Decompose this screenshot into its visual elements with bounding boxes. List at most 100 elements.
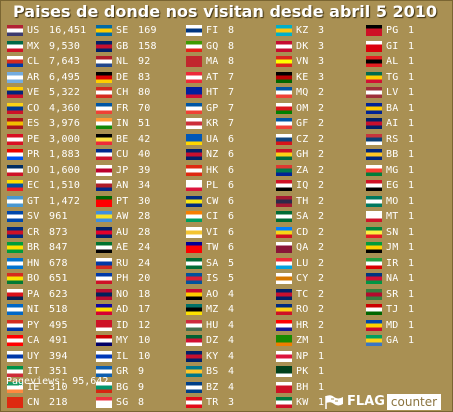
- visitor-count: 1: [408, 40, 415, 52]
- visitor-count: 42: [138, 133, 151, 145]
- visitor-count: 1: [408, 257, 415, 269]
- country-code: BH: [296, 381, 309, 393]
- flag-counter-logo[interactable]: FLAG counter: [323, 391, 442, 410]
- country-flag-icon: [276, 226, 292, 238]
- country-flag-icon: [7, 56, 23, 67]
- country-code: RO: [296, 304, 309, 315]
- country-code: ZM: [296, 335, 309, 346]
- country-code: BO: [27, 273, 40, 284]
- country-flag-icon: [96, 211, 112, 222]
- country-code: KW: [296, 397, 309, 408]
- country-code: GP: [206, 102, 219, 114]
- visitor-count: 1,600: [49, 164, 81, 176]
- country-code: CY: [296, 273, 309, 284]
- visitor-count: 8: [228, 25, 235, 36]
- visitor-count: 1: [408, 56, 415, 67]
- country-code: GA: [386, 335, 399, 346]
- visitor-count: 2: [318, 288, 325, 300]
- country-flag-icon: [276, 149, 292, 160]
- country-flag-icon: [276, 118, 292, 129]
- visitor-count: 3,976: [49, 118, 81, 129]
- country-flag-icon: [7, 118, 23, 129]
- country-flag-icon: [96, 71, 112, 83]
- visitor-count: 28: [138, 226, 151, 238]
- visitor-count: 5: [228, 257, 235, 269]
- country-flag-icon: [96, 149, 112, 160]
- country-flag-icon: [366, 133, 382, 145]
- country-flag-icon: [186, 226, 202, 238]
- country-code: GT: [27, 195, 40, 207]
- country-code: GB: [116, 40, 129, 52]
- country-flag-icon: [96, 133, 112, 145]
- country-flag-icon: [96, 366, 112, 377]
- country-flag-icon: [366, 56, 382, 67]
- visitor-count: 34: [138, 180, 151, 191]
- country-flag-icon: [276, 87, 292, 98]
- country-flag-icon: [366, 211, 382, 222]
- country-code: BZ: [206, 381, 219, 393]
- visitor-count: 7: [228, 87, 235, 98]
- visitor-count: 1: [408, 118, 415, 129]
- visitor-count: 80: [138, 87, 151, 98]
- visitor-count: 8: [228, 40, 235, 52]
- visitor-count: 169: [138, 25, 157, 36]
- country-code: GH: [296, 149, 309, 160]
- country-flag-icon: [7, 133, 23, 145]
- country-flag-icon: [7, 195, 23, 207]
- country-flag-icon: [366, 319, 382, 331]
- visitor-count: 7: [228, 71, 235, 83]
- country-flag-icon: [186, 211, 202, 222]
- country-code: TJ: [386, 304, 399, 315]
- visitor-count: 1: [318, 350, 325, 362]
- visitor-count: 1: [408, 226, 415, 238]
- country-code: BB: [386, 149, 399, 160]
- visitor-count: 3: [228, 397, 235, 408]
- country-code: EG: [386, 180, 399, 191]
- country-flag-icon: [186, 257, 202, 269]
- country-code: BG: [116, 381, 129, 393]
- country-flag-icon: [96, 242, 112, 253]
- visitor-count: 6: [228, 180, 235, 191]
- visitor-count: 2: [318, 102, 325, 114]
- country-code: EC: [27, 180, 40, 191]
- country-flag-icon: [366, 102, 382, 114]
- country-code: AD: [116, 304, 129, 315]
- country-flag-icon: [7, 397, 23, 408]
- visitor-count: 1: [408, 319, 415, 331]
- visitor-count: 3: [318, 40, 325, 52]
- country-code: CI: [206, 211, 219, 222]
- country-flag-icon: [186, 71, 202, 83]
- country-code: PT: [116, 195, 129, 207]
- country-code: DK: [296, 40, 309, 52]
- country-flag-icon: [366, 164, 382, 176]
- visitor-count: 1: [408, 335, 415, 346]
- country-code: BS: [206, 366, 219, 377]
- visitor-count: 3,000: [49, 133, 81, 145]
- visitor-count: 678: [49, 257, 68, 269]
- visitor-count: 2: [318, 118, 325, 129]
- visitor-count: 2: [318, 257, 325, 269]
- country-flag-icon: [7, 366, 23, 377]
- country-code: CL: [27, 56, 40, 67]
- country-flag-icon: [276, 211, 292, 222]
- visitor-count: 4,360: [49, 102, 81, 114]
- country-flag-icon: [186, 102, 202, 114]
- country-flag-icon: [96, 397, 112, 408]
- country-code: BE: [116, 133, 129, 145]
- country-flag-icon: [96, 288, 112, 300]
- country-code: GR: [116, 366, 129, 377]
- visitor-count: 3: [318, 56, 325, 67]
- visitor-count: 158: [138, 40, 157, 52]
- country-code: TR: [206, 397, 219, 408]
- visitor-count: 1: [408, 180, 415, 191]
- country-code: MQ: [296, 87, 309, 98]
- visitor-count: 8: [228, 56, 235, 67]
- visitor-count: 40: [138, 149, 151, 160]
- country-flag-icon: [7, 226, 23, 238]
- visitor-count: 351: [49, 366, 68, 377]
- visitor-count: 1: [408, 133, 415, 145]
- country-code: PK: [296, 366, 309, 377]
- country-flag-icon: [276, 350, 292, 362]
- country-code: DO: [27, 164, 40, 176]
- country-code: BR: [27, 242, 40, 253]
